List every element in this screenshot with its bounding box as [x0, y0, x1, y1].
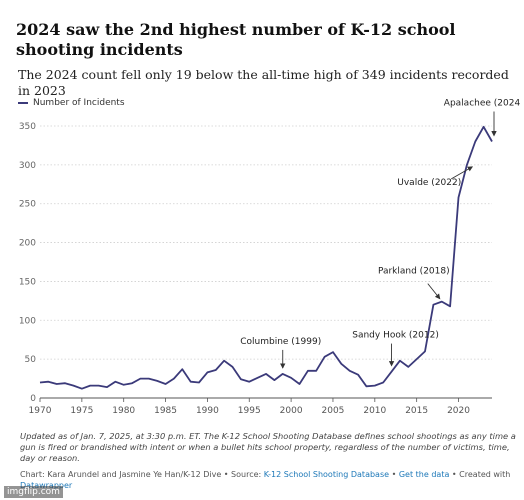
x-tick-label: 1985 [154, 406, 177, 416]
y-tick-label: 50 [25, 355, 37, 365]
data-point [399, 360, 401, 362]
data-point [64, 382, 66, 384]
data-point [123, 384, 125, 386]
data-point [140, 378, 142, 380]
data-point [282, 373, 284, 375]
data-point [366, 385, 368, 387]
x-tick-label: 1970 [29, 406, 52, 416]
data-point [156, 380, 158, 382]
data-point [39, 382, 41, 384]
data-point [307, 370, 309, 372]
data-point [198, 382, 200, 384]
data-point [416, 358, 418, 360]
credit-created-with: • Created with [449, 470, 511, 479]
data-point [466, 164, 468, 166]
series-line [39, 125, 493, 390]
annotation-label: Parkland (2018) [378, 267, 450, 277]
credit-separator: • [389, 470, 399, 479]
data-point [491, 141, 493, 143]
data-point [114, 381, 116, 383]
data-point [340, 363, 342, 365]
annotation-label: Apalachee (2024 [444, 99, 521, 109]
data-point [357, 374, 359, 376]
x-tick-label: 1980 [112, 406, 135, 416]
data-point [215, 369, 217, 371]
data-point [207, 371, 209, 373]
data-point [433, 304, 435, 306]
legend-swatch [18, 102, 28, 104]
x-tick-label: 2010 [363, 406, 386, 416]
data-point [165, 383, 167, 385]
data-point [181, 368, 183, 370]
y-tick-label: 0 [30, 394, 36, 404]
data-point [290, 377, 292, 379]
data-point [98, 385, 100, 387]
y-tick-label: 200 [19, 239, 36, 249]
data-point [81, 388, 83, 390]
data-point [131, 382, 133, 384]
chart-legend: Number of Incidents [18, 98, 125, 108]
data-point [315, 370, 317, 372]
data-point [106, 386, 108, 388]
get-data-link[interactable]: Get the data [398, 470, 450, 479]
x-tick-label: 2020 [447, 406, 470, 416]
source-link[interactable]: K-12 School Shooting Database [263, 470, 390, 479]
data-point [483, 126, 485, 128]
data-point [332, 351, 334, 353]
x-tick-label: 1975 [70, 406, 93, 416]
y-tick-label: 300 [19, 161, 36, 171]
watermark: imgflip.com [4, 486, 63, 498]
data-point [190, 381, 192, 383]
data-point [299, 383, 301, 385]
data-point [232, 366, 234, 368]
data-point [148, 378, 150, 380]
annotation-label: Sandy Hook (2012) [352, 331, 439, 341]
x-tick-label: 1990 [196, 406, 219, 416]
data-point [248, 381, 250, 383]
chart-credit: Chart: Kara Arundel and Jasmine Ye Han/K… [20, 469, 520, 491]
data-point [391, 371, 393, 373]
data-point [324, 356, 326, 358]
credit-prefix: Chart: Kara Arundel and Jasmine Ye Han/K… [20, 470, 264, 479]
legend-label: Number of Incidents [33, 98, 125, 108]
data-point [56, 383, 58, 385]
data-point [273, 379, 275, 381]
data-point [474, 141, 476, 143]
data-point [374, 385, 376, 387]
data-point [223, 360, 225, 362]
x-tick-label: 2000 [280, 406, 303, 416]
data-point [407, 366, 409, 368]
data-point [382, 382, 384, 384]
y-tick-label: 100 [19, 316, 36, 326]
data-point [349, 370, 351, 372]
annotation-arrow [451, 166, 474, 180]
data-point [73, 385, 75, 387]
data-point [265, 373, 267, 375]
chart-subtitle: The 2024 count fell only 19 below the al… [18, 67, 509, 98]
data-point [449, 305, 451, 307]
y-tick-label: 350 [19, 122, 36, 132]
data-point [173, 378, 175, 380]
chart-title: 2024 saw the 2nd highest number of K-12 … [16, 20, 456, 59]
x-tick-label: 1995 [238, 406, 261, 416]
annotation-label: Uvalde (2022) [397, 178, 461, 188]
data-point [89, 385, 91, 387]
data-point [458, 197, 460, 199]
data-point [441, 301, 443, 303]
datawrapper-link[interactable]: Datawrapper [20, 481, 72, 490]
y-tick-label: 150 [19, 277, 36, 287]
chart-notes: Updated as of Jan. 7, 2025, at 3:30 p.m.… [20, 431, 516, 463]
x-tick-label: 2005 [322, 406, 345, 416]
annotation-arrow [427, 283, 441, 300]
data-point [257, 377, 259, 379]
data-point [240, 378, 242, 380]
data-point [47, 381, 49, 383]
x-tick-label: 2015 [405, 406, 428, 416]
y-tick-label: 250 [19, 200, 36, 210]
data-point [424, 350, 426, 352]
annotation-label: Columbine (1999) [240, 337, 321, 347]
